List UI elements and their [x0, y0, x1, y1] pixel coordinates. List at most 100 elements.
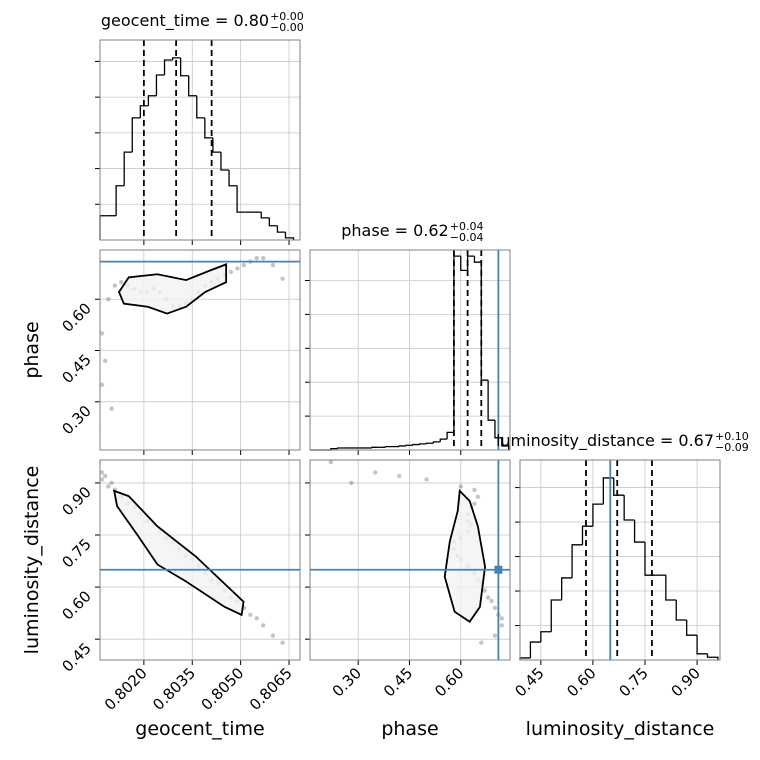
sample-point [102, 358, 108, 363]
histogram-step [529, 641, 541, 658]
sample-point [100, 470, 105, 475]
y-tick-label: 0.45 [58, 351, 94, 387]
histogram-step [581, 525, 593, 545]
histogram-step [163, 59, 173, 75]
sample-point [106, 297, 111, 302]
histogram-step [540, 631, 552, 643]
histogram-step [155, 74, 165, 96]
x-tick-label: 0.45 [511, 664, 547, 700]
panel-title: luminosity_distance = 0.67 [496, 431, 714, 451]
sample-point [254, 256, 259, 261]
contour [118, 263, 228, 315]
histogram-step [696, 635, 708, 655]
histogram-step [212, 137, 221, 153]
histogram-step [425, 442, 434, 444]
panel-frame [99, 249, 301, 451]
x-axis-label: phase [381, 718, 438, 740]
sample-point [424, 477, 429, 482]
panel-title: geocent_time = 0.80 [101, 11, 269, 31]
histogram-step [561, 577, 573, 600]
sample-point [100, 477, 105, 482]
sample-point [492, 633, 498, 638]
histogram-step [494, 420, 502, 439]
scatter-panel [100, 460, 285, 645]
scatter-panel [328, 460, 504, 645]
x-axis-label: luminosity_distance [526, 718, 715, 740]
title-sub: −0.00 [270, 21, 304, 34]
scatter-panel [100, 256, 285, 431]
contour [113, 489, 245, 617]
histogram-step [480, 262, 489, 381]
histogram-step [398, 445, 407, 447]
histogram-step [260, 212, 270, 219]
histogram-step [171, 57, 181, 60]
histogram-step [665, 575, 677, 601]
histogram-step [220, 152, 230, 171]
histogram-step [147, 95, 157, 106]
histogram-step [115, 185, 125, 216]
histogram-step [439, 438, 448, 442]
y-tick-label: 0.90 [58, 483, 94, 519]
sample-point [106, 484, 111, 489]
sample-point [261, 256, 266, 261]
sample-point [261, 623, 266, 628]
histogram-step [228, 170, 238, 187]
panel-frame [309, 459, 511, 661]
x-tick-label: 0.8035 [149, 664, 199, 714]
panel-frame [309, 249, 511, 451]
x-axis-label: geocent_time [135, 718, 264, 740]
histogram-step [123, 151, 133, 186]
histogram-step [384, 445, 393, 448]
histogram-step [188, 75, 197, 97]
histogram-step [473, 256, 482, 263]
title-sup: +0.04 [450, 220, 484, 233]
sample-point [475, 494, 481, 500]
sample-point [228, 269, 234, 275]
sample-point [485, 595, 491, 600]
panel-frame [99, 39, 301, 241]
sample-point [492, 605, 498, 611]
histogram-step [633, 520, 645, 543]
histogram-step [592, 503, 604, 527]
histogram-step [501, 437, 510, 450]
histogram-step [466, 255, 475, 271]
histogram-step [405, 444, 413, 446]
sample-point [270, 262, 276, 268]
histogram-step [686, 620, 698, 636]
histogram-step [432, 441, 441, 444]
sample-point [479, 640, 484, 645]
title-sup: +0.00 [270, 10, 304, 23]
sample-point [373, 470, 378, 475]
panel-frame [99, 459, 301, 661]
title-sub: −0.04 [450, 231, 484, 244]
y-axis-label: phase [21, 321, 43, 378]
histogram-step [268, 217, 278, 227]
x-tick-label: 0.45 [380, 664, 416, 700]
histogram-step [571, 544, 583, 578]
histogram-step [179, 57, 189, 77]
sample-point [248, 612, 253, 618]
y-axis-label: luminosity_distance [21, 466, 43, 655]
histogram-step [419, 443, 427, 445]
sample-point [499, 616, 504, 621]
histogram-step [644, 542, 656, 576]
title-sup: +0.10 [715, 430, 749, 443]
sample-point [100, 382, 105, 387]
contour [443, 488, 486, 624]
sample-point [280, 276, 285, 281]
histogram-step [550, 599, 562, 632]
x-tick-label: 0.30 [329, 664, 365, 700]
sample-point [328, 460, 334, 465]
histogram-step [204, 117, 213, 139]
histogram-step [139, 105, 149, 118]
y-tick-label: 0.60 [58, 299, 94, 335]
histogram-step [706, 653, 719, 660]
sample-point [458, 484, 463, 489]
sample-point [119, 279, 124, 285]
histogram-step [460, 256, 468, 271]
y-tick-label: 0.60 [58, 587, 94, 623]
panel-frame [519, 459, 721, 661]
sample-point [349, 480, 354, 486]
x-tick-label: 0.8065 [246, 664, 296, 714]
